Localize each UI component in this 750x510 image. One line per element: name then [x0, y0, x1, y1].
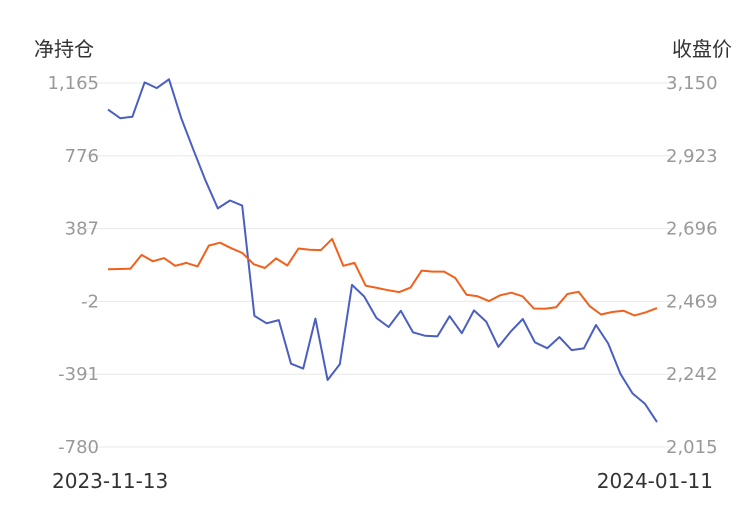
right-tick-label: 2,469 [666, 291, 718, 312]
left-tick-label: -391 [58, 364, 99, 385]
net-position-line [107, 78, 658, 423]
series-lines [107, 78, 658, 423]
right-tick-label: 2,242 [666, 364, 718, 385]
right-tick-label: 2,923 [666, 146, 718, 167]
left-tick-label: -2 [81, 291, 99, 312]
right-axis-ticks: 3,150 2,923 2,696 2,469 2,242 2,015 [666, 73, 718, 458]
left-tick-label: 1,165 [47, 73, 99, 94]
x-start-label: 2023-11-13 [52, 469, 168, 493]
gridlines [86, 82, 676, 448]
left-axis-title: 净持仓 [34, 37, 94, 61]
left-tick-label: 776 [65, 146, 99, 167]
x-end-label: 2024-01-11 [597, 469, 713, 493]
right-tick-label: 3,150 [666, 73, 718, 94]
close-price-line [107, 237, 658, 317]
left-axis-ticks: 1,165 776 387 -2 -391 -780 [47, 73, 99, 458]
right-axis-title: 收盘价 [672, 37, 732, 61]
left-tick-label: 387 [65, 219, 99, 240]
left-tick-label: -780 [58, 437, 99, 458]
right-tick-label: 2,015 [666, 437, 718, 458]
right-tick-label: 2,696 [666, 219, 718, 240]
